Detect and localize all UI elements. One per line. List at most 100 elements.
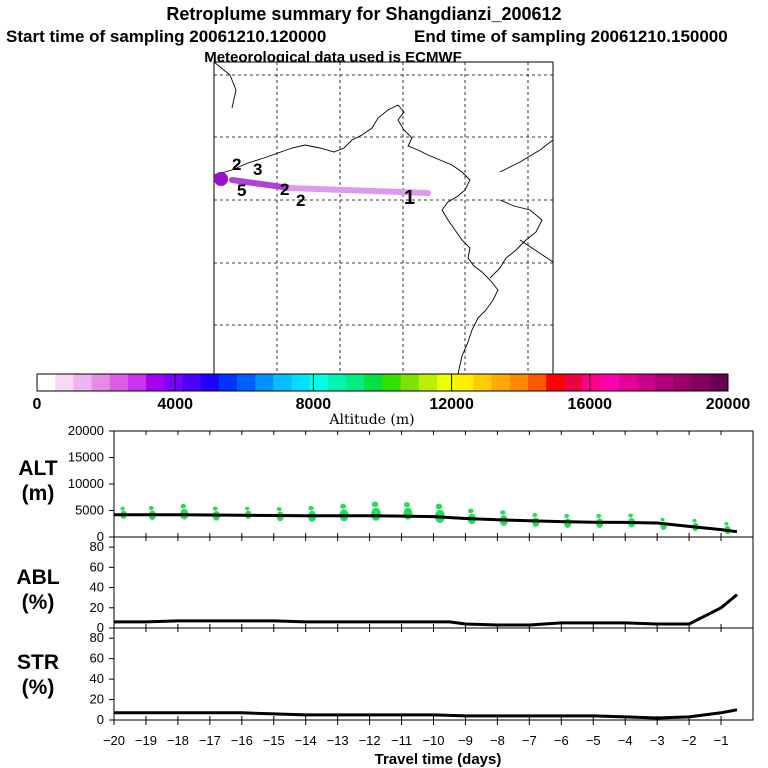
cluster-marker bbox=[148, 506, 154, 511]
alt-panel-title: ALT bbox=[18, 457, 57, 480]
colorbar-swatch bbox=[546, 374, 565, 391]
cluster-marker bbox=[276, 507, 282, 512]
cluster-marker bbox=[468, 508, 474, 514]
cluster-marker bbox=[692, 518, 697, 523]
x-tick-label: −18 bbox=[167, 733, 189, 748]
colorbar-tick-label: 12000 bbox=[429, 396, 474, 413]
trajectory-segment-west bbox=[229, 177, 293, 191]
y-tick-label: 10000 bbox=[68, 476, 104, 491]
abl-panel-frame bbox=[113, 536, 754, 629]
colorbar-swatch bbox=[655, 374, 674, 391]
start-time-label: Start time of sampling 20061210.120000 bbox=[6, 27, 326, 46]
y-tick-label: 20 bbox=[90, 600, 104, 615]
trajectory-map: 2 3 5 2 2 1 bbox=[213, 61, 554, 375]
x-tick-label: −8 bbox=[490, 733, 505, 748]
colorbar-swatch bbox=[346, 374, 365, 391]
cluster-marker bbox=[435, 503, 443, 510]
cluster-marker bbox=[628, 513, 633, 518]
cluster-marker bbox=[660, 517, 665, 522]
colorbar-swatch bbox=[473, 374, 493, 391]
colorbar-swatch bbox=[382, 374, 402, 391]
x-tick-label: −6 bbox=[554, 733, 569, 748]
abl-panel-title: ABL bbox=[16, 566, 59, 589]
colorbar-swatch bbox=[309, 374, 329, 391]
trajectory-labels: 2 3 5 2 2 1 bbox=[232, 155, 415, 210]
colorbar-swatch bbox=[364, 374, 383, 391]
y-tick-label: 40 bbox=[90, 671, 104, 686]
colorbar-swatch bbox=[146, 374, 165, 391]
traj-label-5: 5 bbox=[237, 181, 246, 200]
cluster-marker bbox=[245, 506, 250, 511]
x-tick-label: −5 bbox=[586, 733, 601, 748]
colorbar-swatch bbox=[91, 374, 111, 391]
x-tick-label: −15 bbox=[263, 733, 285, 748]
series-line bbox=[114, 513, 738, 534]
colorbar-swatch bbox=[527, 374, 547, 391]
x-tick-label: −9 bbox=[458, 733, 473, 748]
colorbar-swatch bbox=[255, 374, 274, 391]
str-panel-title: STR bbox=[17, 651, 59, 674]
cluster-marker bbox=[180, 503, 186, 509]
traj-label-2a: 2 bbox=[232, 155, 241, 174]
colorbar-swatch bbox=[291, 374, 311, 391]
x-tick-label: −3 bbox=[650, 733, 665, 748]
str-panel: STR (%) 0 20 40 60 80 bbox=[17, 627, 754, 727]
coastlines bbox=[213, 61, 554, 375]
travel-time-axis: −20 −19 −18 −17 −16 −15 −14 −13 −12 −11 −10 −9 −8 −7 −… bbox=[103, 720, 728, 748]
x-tick-label: −20 bbox=[103, 733, 125, 748]
y-tick-label: 0 bbox=[97, 712, 104, 727]
cluster-marker bbox=[564, 514, 570, 519]
colorbar-swatch bbox=[637, 374, 656, 391]
y-tick-label: 20000 bbox=[68, 423, 104, 438]
cluster-marker bbox=[340, 503, 347, 509]
cluster-marker bbox=[532, 512, 538, 517]
traj-label-2c: 2 bbox=[296, 191, 305, 210]
y-tick-label: 40 bbox=[90, 580, 104, 595]
colorbar-swatch bbox=[509, 374, 529, 391]
x-tick-label: −17 bbox=[199, 733, 221, 748]
colorbar-swatch bbox=[600, 374, 620, 391]
cluster-marker bbox=[500, 510, 506, 515]
altitude-colorbar: 0 4000 8000 12000 16000 20000 bbox=[33, 373, 751, 413]
y-tick-label: 0 bbox=[97, 529, 104, 544]
colorbar-swatch bbox=[691, 374, 711, 391]
colorbar-swatch bbox=[218, 374, 238, 391]
figure-title: Retroplume summary for Shangdianzi_20061… bbox=[166, 4, 561, 24]
end-time-label: End time of sampling 20061210.150000 bbox=[414, 27, 728, 46]
colorbar-tick-label: 4000 bbox=[157, 396, 193, 413]
alt-panel-frame bbox=[113, 430, 754, 538]
x-axis-label: Travel time (days) bbox=[375, 751, 502, 768]
colorbar-tick-label: 20000 bbox=[706, 396, 751, 413]
colorbar-swatch bbox=[73, 374, 92, 391]
release-point-marker bbox=[214, 172, 228, 186]
map-frame bbox=[213, 61, 554, 375]
y-tick-label: 80 bbox=[90, 630, 104, 645]
str-panel-unit: (%) bbox=[22, 676, 55, 699]
x-tick-label: −2 bbox=[682, 733, 697, 748]
colorbar-tick-label: 0 bbox=[33, 396, 42, 413]
colorbar-swatch bbox=[618, 374, 638, 391]
colorbar-swatch bbox=[582, 374, 602, 391]
colorbar-swatch bbox=[109, 374, 129, 391]
y-tick-label: 60 bbox=[90, 559, 104, 574]
str-panel-frame bbox=[113, 627, 754, 721]
colorbar-swatch bbox=[673, 374, 693, 391]
trajectory-segment-east bbox=[287, 185, 431, 196]
abl-panel-unit: (%) bbox=[22, 591, 55, 614]
x-tick-label: −4 bbox=[618, 733, 633, 748]
series-line bbox=[114, 593, 738, 627]
abl-panel: ABL (%) 0 20 40 60 80 bbox=[16, 536, 754, 635]
cluster-marker bbox=[212, 506, 218, 511]
cluster-marker bbox=[724, 522, 729, 526]
y-tick-label: 20 bbox=[90, 692, 104, 707]
y-tick-label: 5000 bbox=[75, 503, 104, 518]
colorbar-label: Altitude (m) bbox=[328, 412, 414, 428]
x-tick-label: −11 bbox=[391, 733, 412, 748]
cluster-marker bbox=[403, 502, 410, 508]
x-tick-label: −16 bbox=[231, 733, 253, 748]
x-tick-label: −12 bbox=[359, 733, 381, 748]
x-tick-label: −19 bbox=[135, 733, 157, 748]
series-line bbox=[114, 708, 738, 720]
colorbar-swatch bbox=[709, 374, 729, 391]
